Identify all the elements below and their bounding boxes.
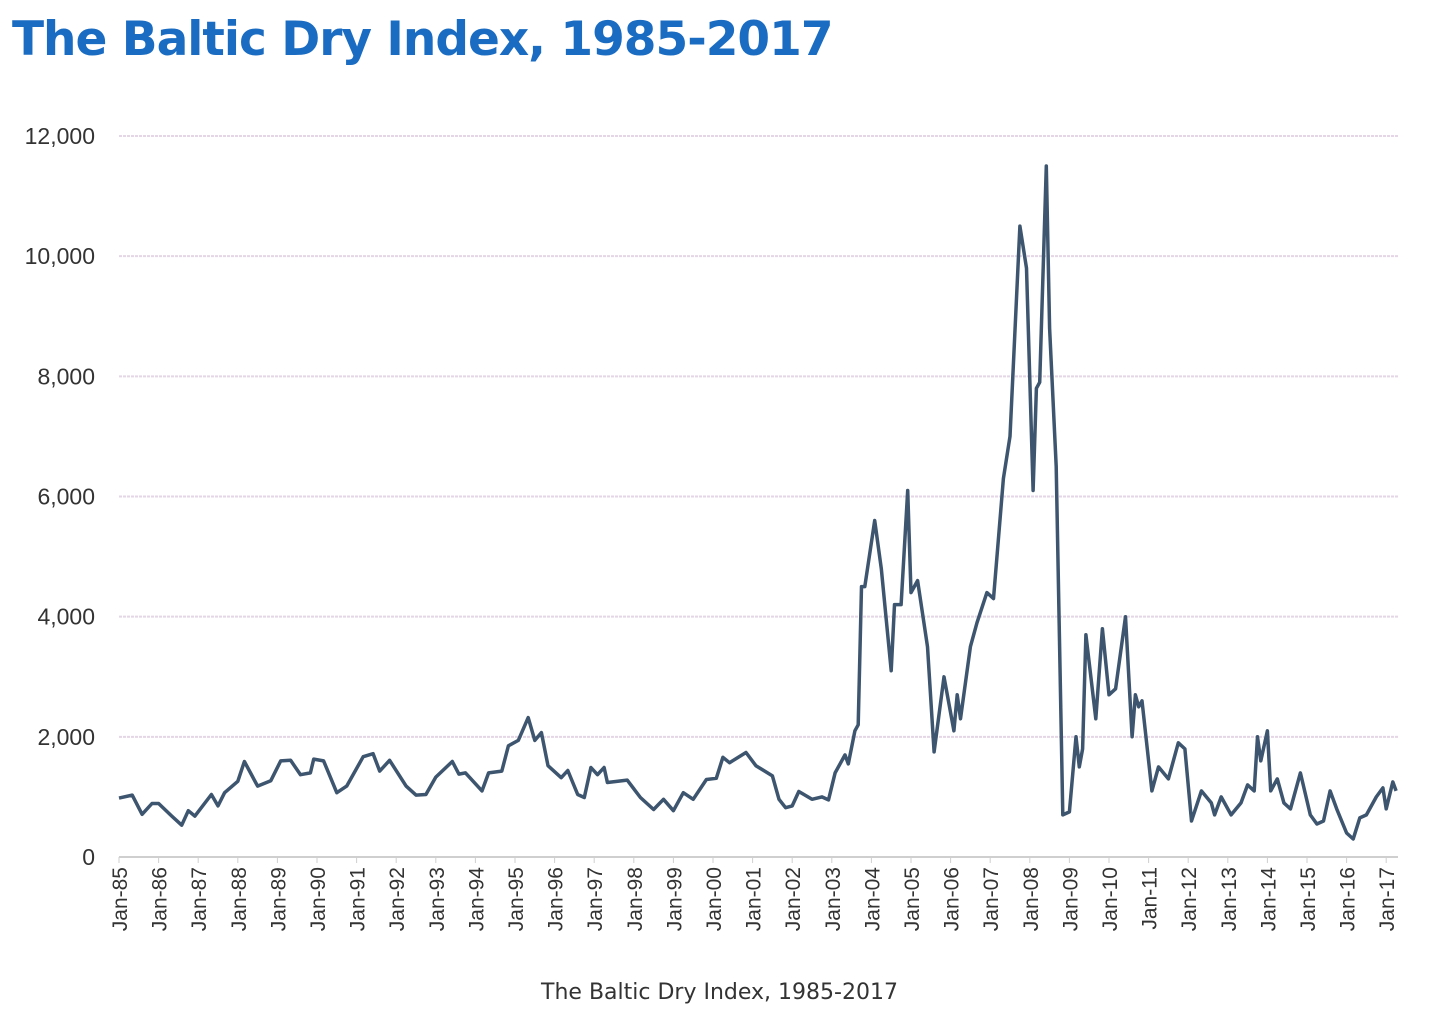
x-tick-label: Jan-06 bbox=[941, 867, 964, 931]
y-tick-label: 8,000 bbox=[37, 363, 95, 389]
x-tick-label: Jan-91 bbox=[347, 867, 370, 931]
x-tick-label: Jan-00 bbox=[703, 867, 726, 931]
y-tick-label: 6,000 bbox=[37, 484, 95, 510]
x-tick-label: Jan-99 bbox=[663, 867, 686, 931]
x-tick-label: Jan-96 bbox=[545, 867, 568, 931]
bdi-line bbox=[118, 164, 1398, 841]
x-tick-label: Jan-97 bbox=[584, 867, 607, 931]
x-tick-label: Jan-11 bbox=[1139, 867, 1162, 930]
x-tick-label: Jan-02 bbox=[782, 867, 805, 931]
y-tick-label: 0 bbox=[82, 844, 95, 870]
x-tick-label: Jan-04 bbox=[861, 867, 884, 932]
x-tick-label: Jan-09 bbox=[1059, 867, 1082, 931]
x-tick-label: Jan-15 bbox=[1297, 867, 1320, 931]
x-tick-label: Jan-01 bbox=[743, 867, 766, 931]
x-tick-label: Jan-93 bbox=[426, 867, 449, 931]
y-tick-label: 4,000 bbox=[37, 604, 95, 630]
x-tick-label: Jan-03 bbox=[822, 867, 845, 931]
x-tick-label: Jan-12 bbox=[1178, 867, 1201, 931]
x-tick-label: Jan-89 bbox=[267, 867, 290, 931]
y-tick-label: 12,000 bbox=[25, 123, 95, 149]
chart-caption: The Baltic Dry Index, 1985-2017 bbox=[541, 980, 898, 1005]
x-tick-label: Jan-90 bbox=[307, 867, 330, 931]
y-tick-label: 2,000 bbox=[37, 724, 95, 750]
x-tick-label: Jan-08 bbox=[1020, 867, 1043, 931]
x-tick-label: Jan-88 bbox=[228, 867, 251, 931]
x-tick-label: Jan-87 bbox=[188, 867, 211, 931]
x-tick-label: Jan-07 bbox=[980, 867, 1003, 931]
x-tick-label: Jan-17 bbox=[1376, 867, 1399, 931]
x-tick-label: Jan-10 bbox=[1099, 867, 1122, 931]
x-tick-label: Jan-85 bbox=[109, 867, 132, 931]
x-tick-label: Jan-98 bbox=[624, 867, 647, 931]
x-tick-label: Jan-94 bbox=[465, 867, 488, 932]
x-tick-label: Jan-13 bbox=[1218, 867, 1241, 931]
y-tick-label: 10,000 bbox=[25, 243, 95, 269]
x-tick-label: Jan-05 bbox=[901, 867, 924, 931]
x-tick-label: Jan-95 bbox=[505, 867, 528, 931]
page-title: The Baltic Dry Index, 1985-2017 bbox=[12, 12, 834, 67]
x-tick-label: Jan-16 bbox=[1337, 867, 1360, 931]
x-tick-label: Jan-86 bbox=[149, 867, 172, 931]
x-tick-label: Jan-92 bbox=[386, 867, 409, 931]
x-tick-label: Jan-14 bbox=[1257, 867, 1280, 932]
